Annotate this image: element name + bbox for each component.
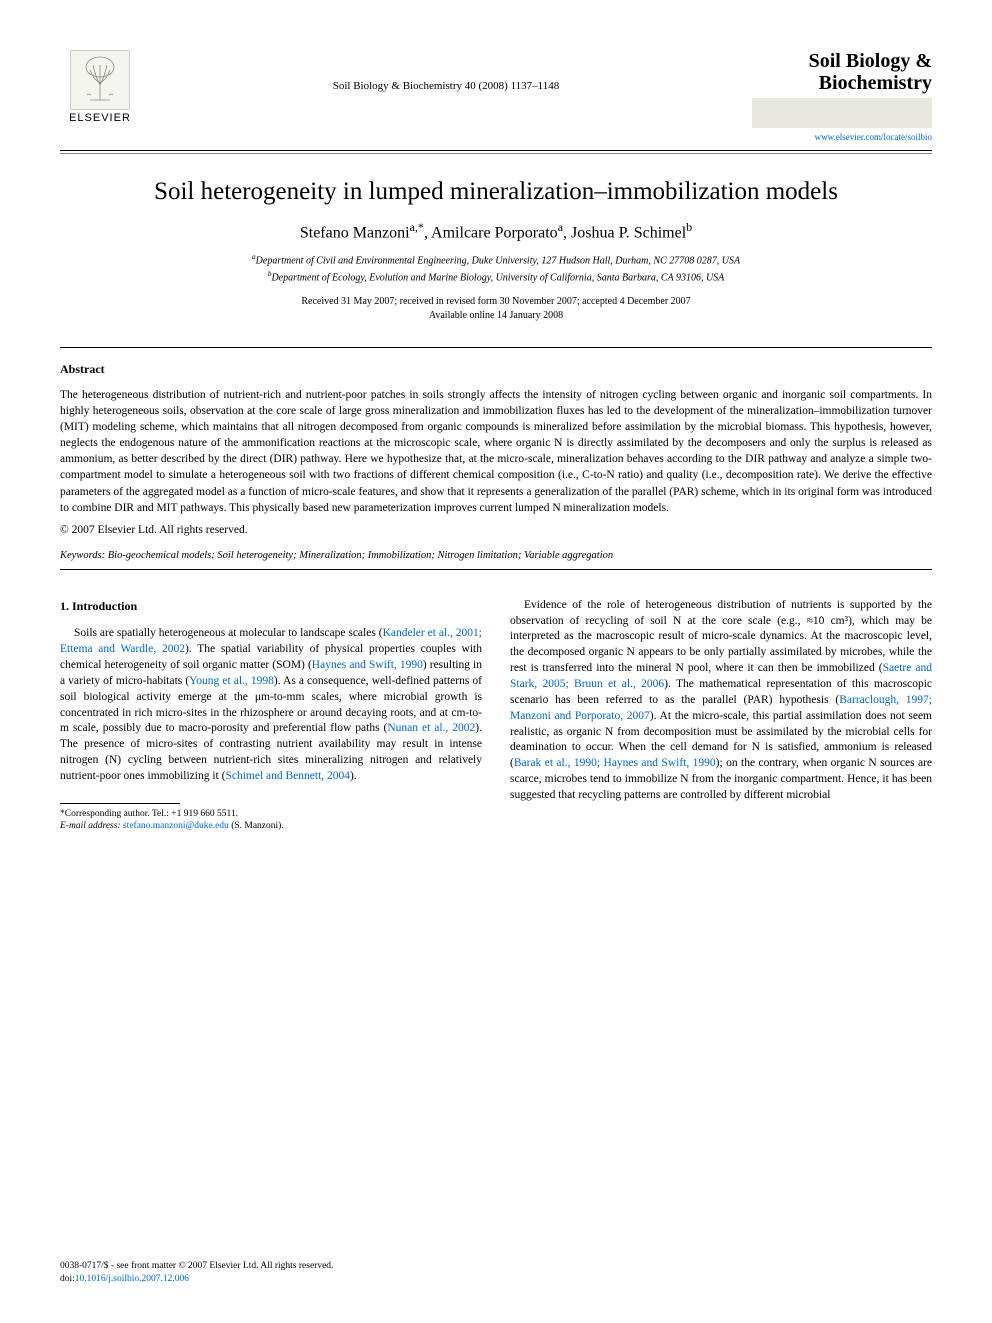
affiliation-b: bDepartment of Ecology, Evolution and Ma… [60, 269, 932, 285]
footer-copyright: 0038-0717/$ - see front matter © 2007 El… [60, 1260, 333, 1272]
journal-name-line1: Soil Biology & [752, 50, 932, 72]
doi-link[interactable]: 10.1016/j.soilbio.2007.12.006 [75, 1274, 189, 1284]
section-1-heading: 1. Introduction [60, 598, 482, 615]
journal-url[interactable]: www.elsevier.com/locate/soilbio [752, 132, 932, 142]
abstract-label: Abstract [60, 362, 932, 377]
keywords-label: Keywords: [60, 550, 105, 561]
author-list: Stefano Manzonia,*, Amilcare Porporatoa,… [60, 220, 932, 242]
citation-line: Soil Biology & Biochemistry 40 (2008) 11… [333, 50, 560, 92]
article-dates: Received 31 May 2007; received in revise… [60, 295, 932, 323]
keywords-text: Bio-geochemical models; Soil heterogenei… [108, 550, 613, 561]
ref-link[interactable]: Nunan et al., 2002 [387, 722, 475, 734]
footer-doi: doi:10.1016/j.soilbio.2007.12.006 [60, 1273, 333, 1285]
article-title: Soil heterogeneity in lumped mineralizat… [60, 178, 932, 206]
dates-received: Received 31 May 2007; received in revise… [60, 295, 932, 309]
journal-bg-stripe [752, 98, 932, 128]
publisher-name: ELSEVIER [69, 112, 131, 124]
ref-link[interactable]: Schimel and Bennett, 2004 [225, 770, 350, 782]
keywords: Keywords: Bio-geochemical models; Soil h… [60, 550, 932, 561]
header-rule [60, 150, 932, 151]
intro-paragraph-2: Evidence of the role of heterogeneous di… [510, 598, 932, 804]
abstract-text: The heterogeneous distribution of nutrie… [60, 387, 932, 516]
abstract-rule-top [60, 347, 932, 348]
corresponding-author: *Corresponding author. Tel.: +1 919 660 … [60, 808, 482, 820]
ref-link[interactable]: Young et al., 1998 [189, 675, 274, 687]
elsevier-tree-icon [70, 50, 130, 110]
affiliation-a: aDepartment of Civil and Environmental E… [60, 252, 932, 268]
intro-paragraph-1: Soils are spatially heterogeneous at mol… [60, 626, 482, 785]
page-header: ELSEVIER Soil Biology & Biochemistry 40 … [60, 50, 932, 142]
publisher-logo: ELSEVIER [60, 50, 140, 124]
body-columns: 1. Introduction Soils are spatially hete… [60, 598, 932, 833]
journal-title-box: Soil Biology & Biochemistry www.elsevier… [752, 50, 932, 142]
email-link[interactable]: stefano.manzoni@duke.edu [123, 821, 229, 831]
corresponding-email: E-mail address: stefano.manzoni@duke.edu… [60, 820, 482, 832]
ref-link[interactable]: Haynes and Swift, 1990 [312, 659, 423, 671]
right-column: Evidence of the role of heterogeneous di… [510, 598, 932, 833]
ref-link[interactable]: Barak et al., 1990; Haynes and Swift, 19… [514, 757, 716, 769]
header-rule-thin [60, 153, 932, 154]
abstract-copyright: © 2007 Elsevier Ltd. All rights reserved… [60, 524, 932, 536]
journal-name-line2: Biochemistry [752, 72, 932, 94]
left-column: 1. Introduction Soils are spatially hete… [60, 598, 482, 833]
page-footer: 0038-0717/$ - see front matter © 2007 El… [60, 1260, 333, 1285]
abstract-rule-bottom [60, 569, 932, 570]
footnote-rule [60, 803, 180, 804]
dates-online: Available online 14 January 2008 [60, 309, 932, 323]
affiliations: aDepartment of Civil and Environmental E… [60, 252, 932, 285]
